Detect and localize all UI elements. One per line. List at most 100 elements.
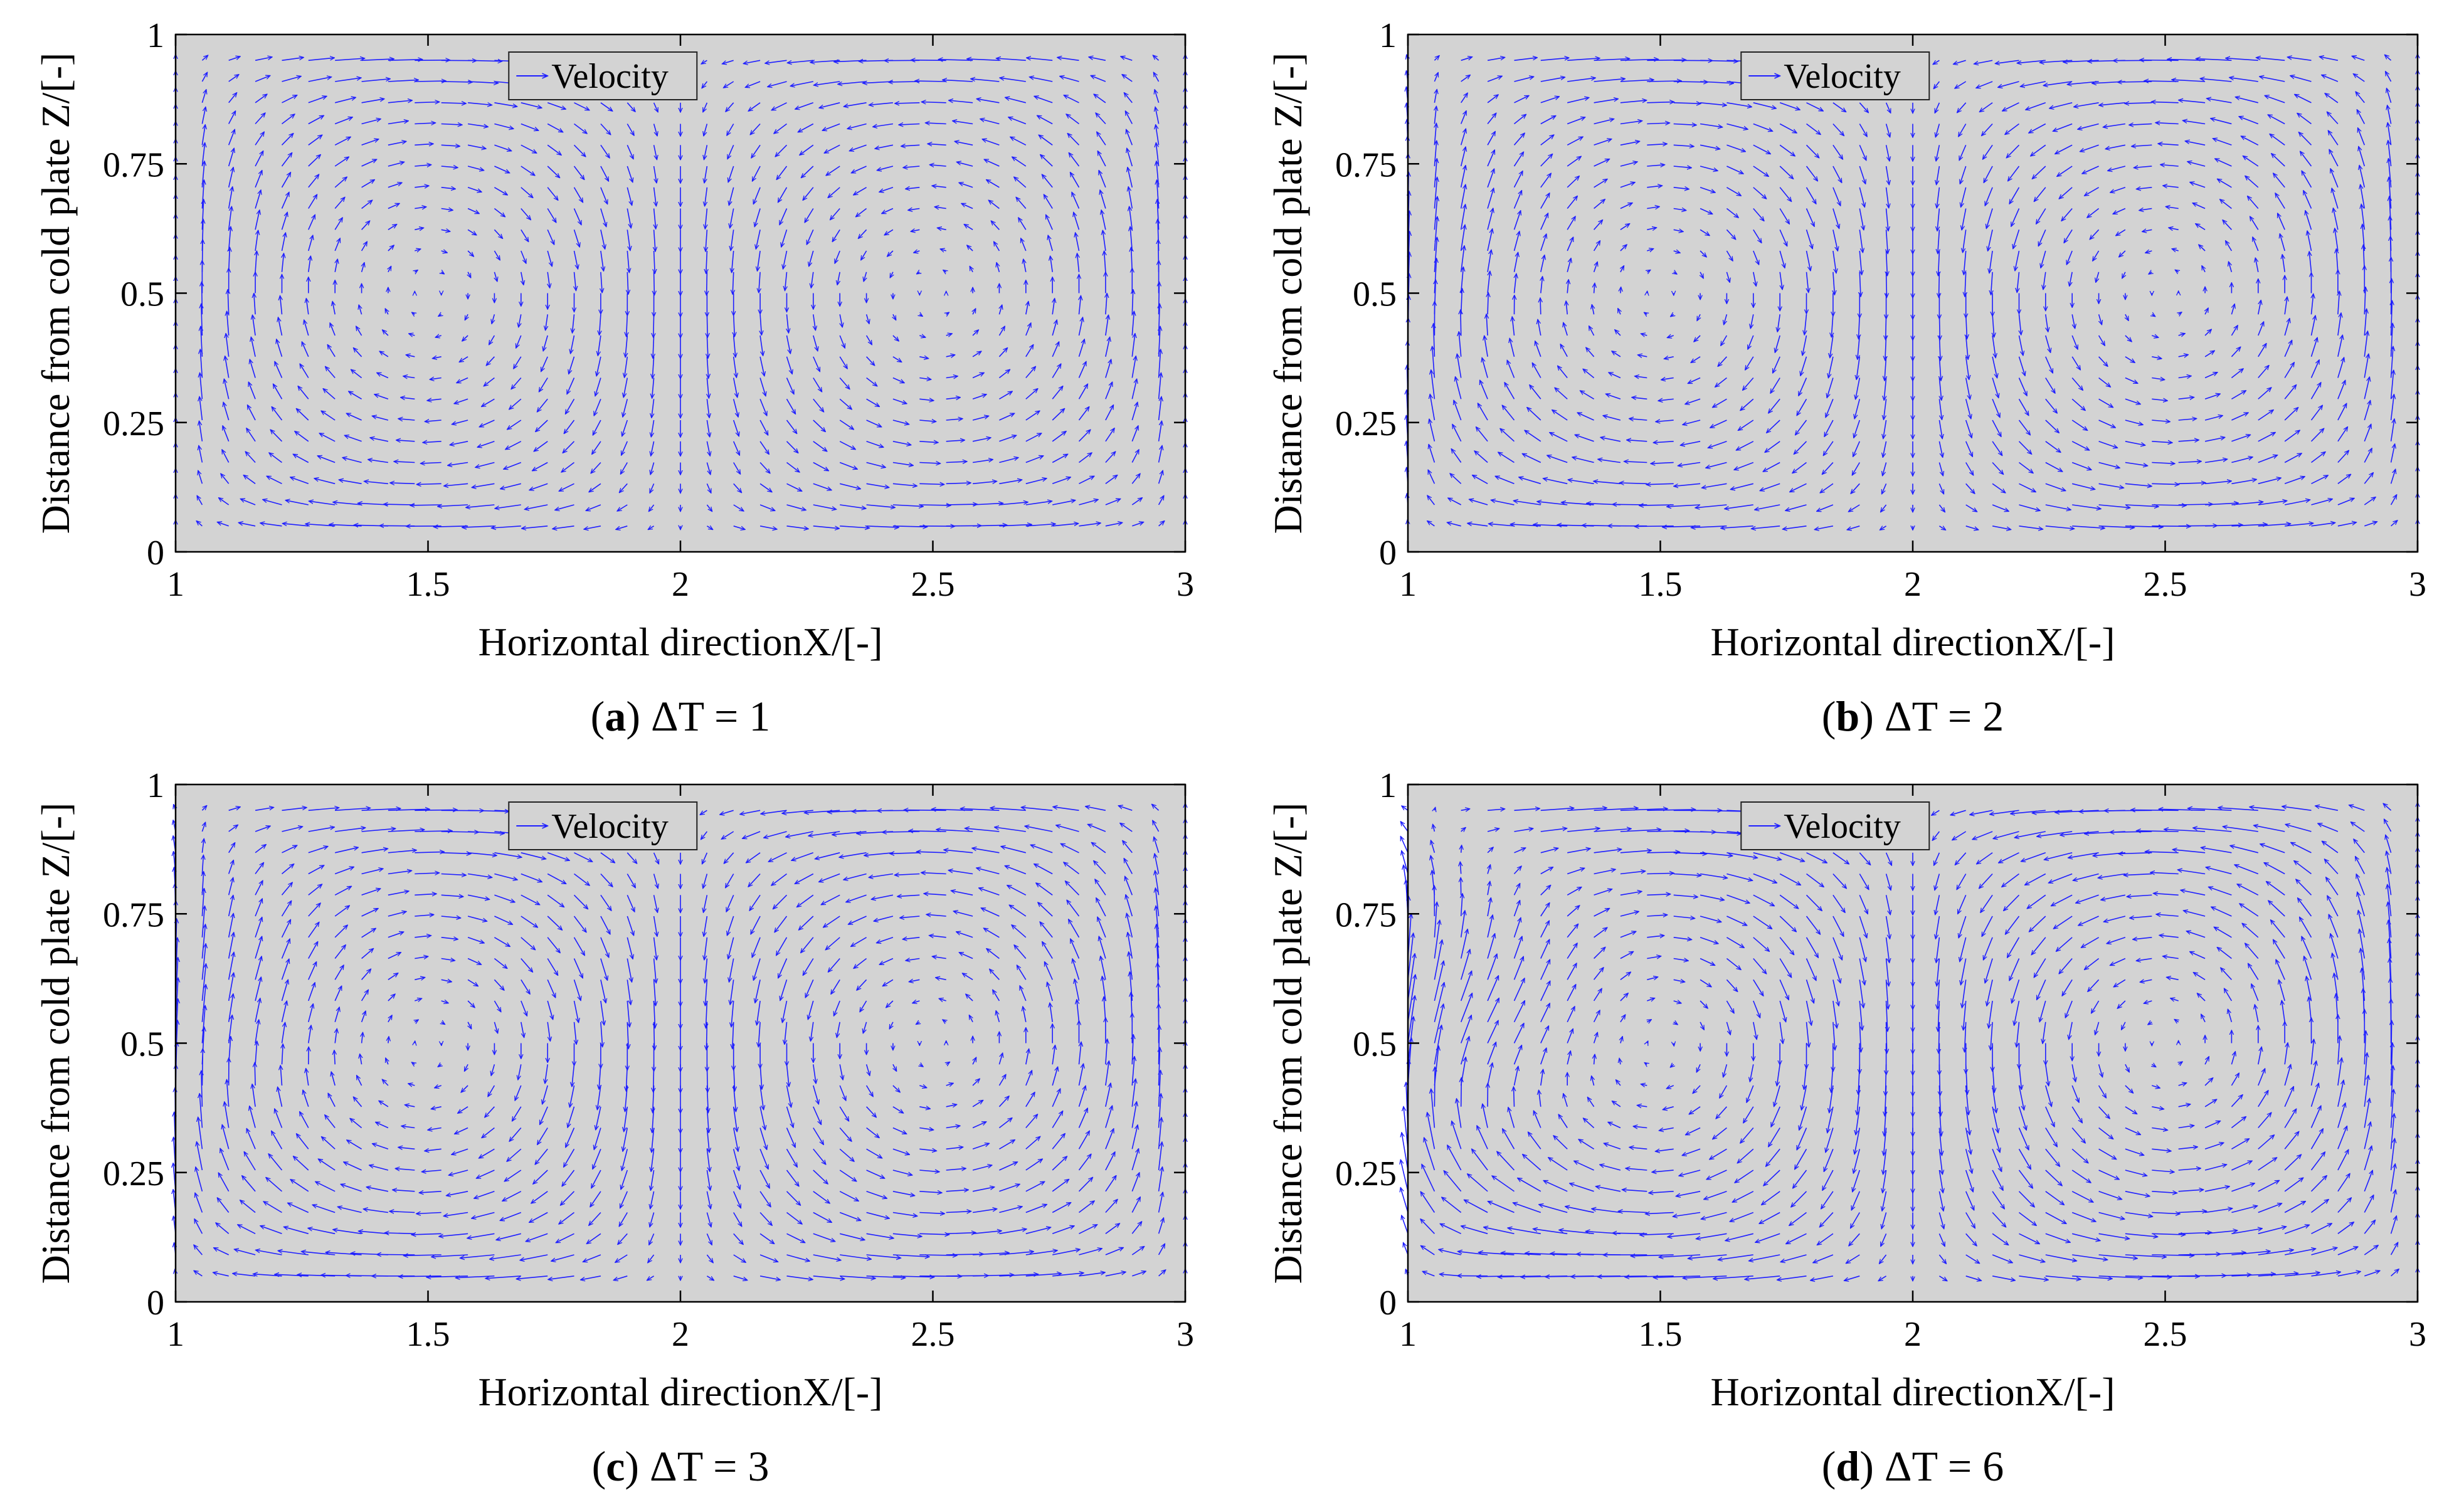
velocity-arrow [468, 102, 492, 105]
velocity-arrow [648, 526, 655, 530]
velocity-arrow [370, 438, 389, 442]
velocity-arrow [494, 229, 502, 238]
velocity-arrow [627, 166, 633, 182]
velocity-arrow [600, 187, 608, 204]
velocity-arrow [625, 356, 628, 378]
y-tick-label: 0 [1379, 1284, 1397, 1323]
velocity-arrow [452, 420, 468, 425]
velocity-arrow [547, 144, 561, 155]
quiver-chart-d: 1 1.5 2 2.5 3 0 0.25 0.5 0.75 1 Horizontal directi… [1266, 766, 2426, 1490]
velocity-arrow [334, 177, 347, 188]
velocity-arrow [462, 335, 468, 341]
velocity-arrow [255, 171, 262, 188]
velocity-arrow [290, 477, 309, 485]
velocity-arrow [226, 334, 230, 357]
velocity-arrow [573, 187, 583, 203]
y-tick-label: 0.5 [1353, 275, 1397, 314]
velocity-arrow [309, 256, 311, 272]
velocity-arrow [441, 124, 462, 125]
velocity-arrow [388, 100, 413, 103]
velocity-arrow [547, 102, 566, 109]
velocity-arrow [521, 144, 537, 153]
velocity-arrow [595, 378, 601, 396]
y-tick-label: 0.5 [1353, 1025, 1397, 1064]
velocity-arrow [521, 229, 529, 241]
velocity-arrow [600, 102, 613, 111]
x-tick-label: 2.5 [2144, 1315, 2187, 1354]
y-axis-label: Distance from cold plate Z/[-] [1266, 803, 1310, 1284]
velocity-arrow [238, 522, 256, 527]
velocity-arrow [539, 378, 548, 392]
velocity-arrow [438, 505, 468, 507]
velocity-arrow [441, 230, 450, 231]
velocity-arrow [362, 263, 364, 273]
velocity-arrow [201, 90, 206, 103]
velocity-arrow [361, 79, 391, 82]
velocity-arrow [201, 326, 202, 357]
velocity-arrow [466, 504, 495, 507]
velocity-arrow [388, 182, 402, 188]
velocity-arrow [555, 504, 574, 510]
velocity-arrow [500, 483, 521, 489]
velocity-arrow [442, 272, 445, 274]
velocity-arrow [596, 356, 601, 376]
velocity-arrow [255, 57, 272, 61]
velocity-arrow [359, 305, 362, 315]
velocity-arrow [574, 272, 576, 291]
velocity-arrow [475, 462, 495, 468]
velocity-arrow [255, 230, 258, 251]
velocity-arrow [196, 521, 203, 527]
velocity-arrow [494, 102, 517, 107]
velocity-arrow [651, 420, 655, 437]
velocity-arrow [547, 229, 555, 245]
x-tick-label: 3 [1176, 565, 1194, 604]
velocity-arrow [494, 187, 507, 195]
velocity-arrow [240, 499, 256, 505]
velocity-arrow [601, 272, 602, 293]
velocity-arrow [334, 218, 342, 230]
velocity-arrow [282, 253, 284, 272]
velocity-arrow [648, 504, 655, 512]
velocity-arrow [547, 123, 563, 132]
velocity-arrow [245, 452, 256, 463]
velocity-arrow [946, 504, 978, 505]
velocity-arrow [372, 416, 389, 421]
velocity-arrow [281, 233, 286, 251]
velocity-arrow [356, 326, 362, 336]
x-tick-label: 3 [2409, 565, 2426, 604]
x-tick-label: 1 [167, 1315, 184, 1354]
velocity-arrow [627, 250, 629, 273]
velocity-arrow [524, 504, 548, 509]
velocity-arrow [197, 495, 203, 505]
velocity-arrow [444, 483, 468, 486]
velocity-arrow [201, 72, 207, 82]
velocity-arrow [248, 382, 256, 399]
velocity-arrow [563, 441, 575, 453]
velocity-arrow [317, 456, 336, 463]
velocity-arrow [627, 144, 634, 159]
panel-caption: (b) ΔT = 2 [1822, 692, 2004, 740]
velocity-arrow [600, 166, 609, 181]
y-tick-label: 0.75 [103, 895, 164, 934]
velocity-arrow [430, 378, 442, 380]
velocity-arrow [462, 526, 495, 527]
velocity-arrow [1402, 1215, 1409, 1234]
velocity-arrow [199, 421, 203, 441]
velocity-arrow [248, 405, 256, 421]
velocity-arrow [1400, 821, 1409, 832]
velocity-arrow [459, 356, 468, 362]
velocity-arrow [228, 75, 239, 82]
velocity-arrow [342, 458, 362, 463]
velocity-arrow [1434, 1067, 1435, 1107]
velocity-arrow [354, 348, 362, 357]
velocity-arrow [325, 366, 336, 379]
x-tick-label: 1.5 [406, 565, 450, 604]
velocity-arrow [201, 161, 204, 188]
x-axis-label: Horizontal directionX/[-] [1710, 620, 2115, 664]
velocity-arrow [222, 450, 230, 463]
x-tick-label: 1.5 [1639, 1315, 1683, 1354]
velocity-arrow [584, 526, 601, 529]
legend-label: Velocity [551, 57, 669, 96]
velocity-arrow [282, 524, 309, 527]
velocity-arrow [308, 194, 317, 209]
